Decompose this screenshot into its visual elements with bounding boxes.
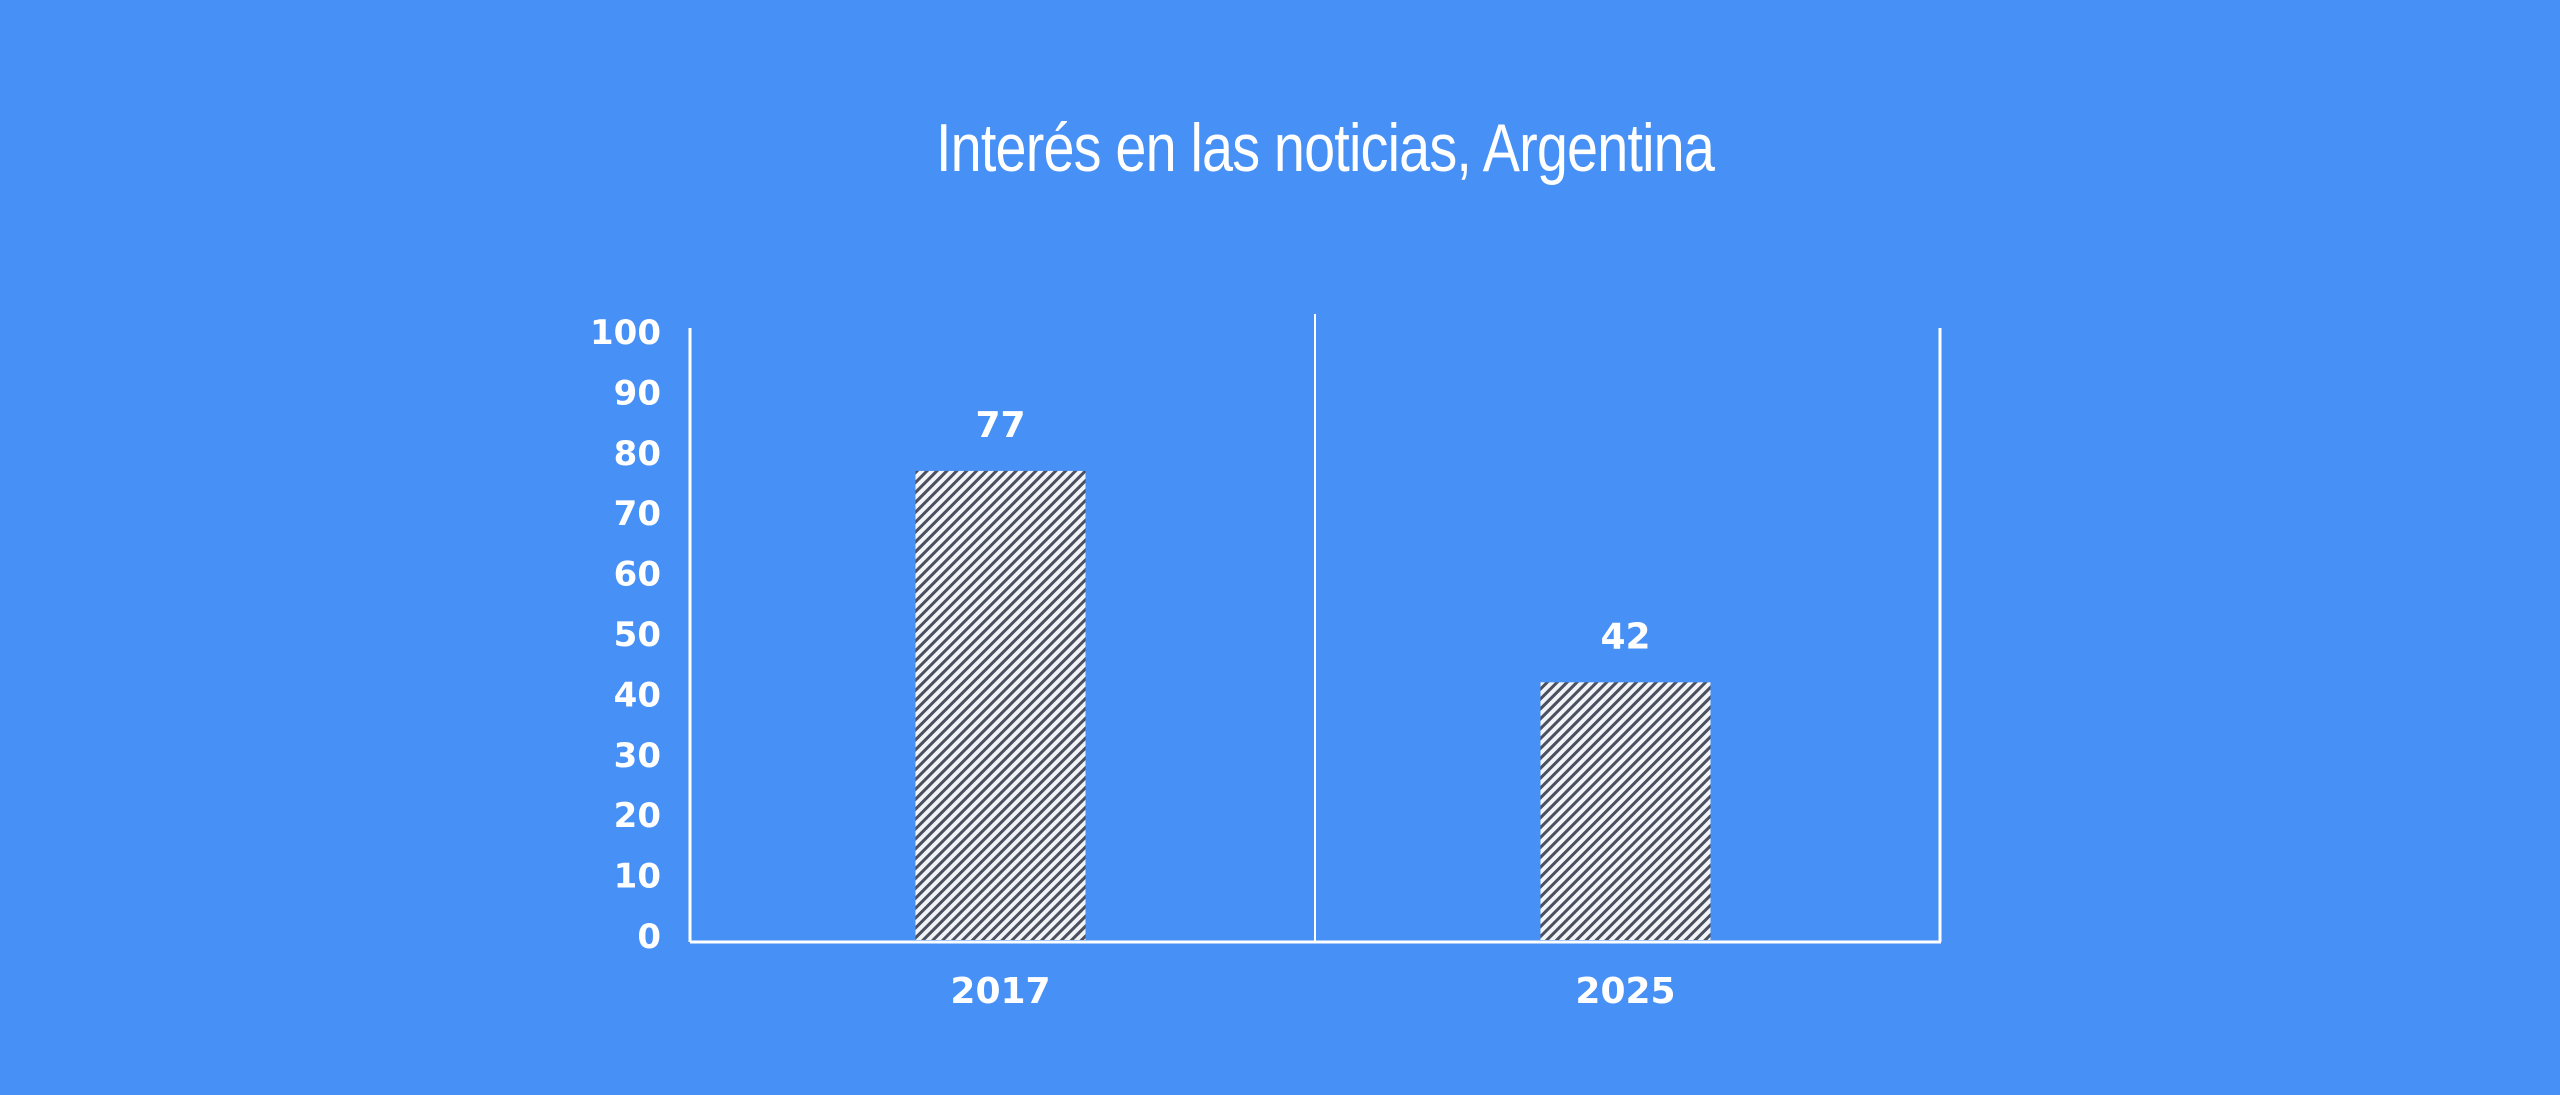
- x-category-label: 2017: [950, 971, 1050, 1012]
- y-tick-label: 40: [614, 675, 661, 715]
- y-tick-label: 30: [614, 736, 661, 776]
- y-tick-label: 50: [614, 615, 661, 655]
- x-category-label: 2025: [1575, 971, 1675, 1012]
- y-tick-label: 60: [614, 555, 661, 595]
- category-labels: 2017 2025: [950, 971, 1675, 1012]
- bar: [1540, 682, 1711, 940]
- y-tick-label: 70: [614, 494, 661, 534]
- chart-title: Interés en las noticias, Argentina: [935, 110, 1715, 186]
- value-labels: 77 42: [975, 405, 1650, 657]
- bar-value-label: 77: [975, 405, 1025, 446]
- y-tick-label: 90: [614, 373, 661, 413]
- bars: [915, 470, 1711, 940]
- y-tick-labels: 0 10 20 30 40 50 60 70 80 90 100: [590, 313, 661, 957]
- chart-axes: [688, 314, 1942, 944]
- bar: [915, 470, 1086, 940]
- y-tick-label: 20: [614, 796, 661, 836]
- y-tick-label: 100: [590, 313, 661, 353]
- y-tick-label: 10: [614, 857, 661, 897]
- y-tick-label: 0: [637, 917, 661, 957]
- y-tick-label: 80: [614, 434, 661, 474]
- bar-value-label: 42: [1600, 616, 1650, 657]
